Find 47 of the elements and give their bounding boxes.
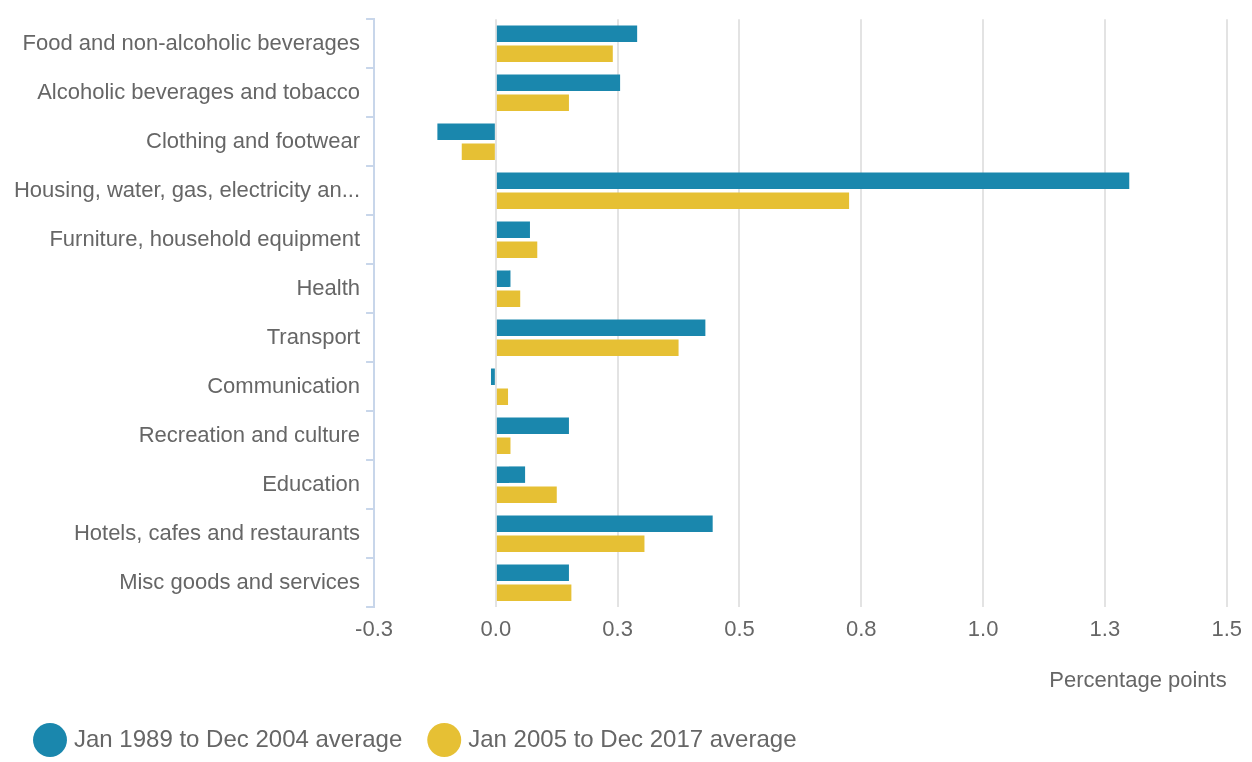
bar bbox=[496, 584, 572, 601]
bar bbox=[496, 45, 613, 62]
bar bbox=[437, 123, 495, 140]
x-tick-label: 0.3 bbox=[602, 616, 633, 642]
bar bbox=[496, 466, 526, 483]
bar bbox=[496, 25, 638, 42]
x-tick-label: 0.8 bbox=[845, 616, 877, 642]
bar bbox=[496, 515, 713, 532]
bar bbox=[496, 94, 569, 111]
y-tick-label: Alcoholic beverages and tobacco bbox=[37, 78, 361, 104]
legend-label: Jan 1989 to Dec 2004 average bbox=[74, 724, 403, 752]
y-tick-label: Transport bbox=[266, 323, 361, 349]
y-tick-label: Food and non-alcoholic beverages bbox=[22, 29, 361, 55]
bar bbox=[496, 417, 569, 434]
bar bbox=[461, 143, 495, 160]
y-tick-label: Communication bbox=[207, 372, 361, 398]
bar bbox=[496, 339, 679, 356]
bar bbox=[496, 437, 511, 454]
y-tick-label: Health bbox=[296, 274, 361, 300]
y-tick-label: Hotels, cafes and restaurants bbox=[73, 519, 361, 545]
bar bbox=[496, 486, 557, 503]
bar bbox=[496, 221, 530, 238]
bar bbox=[496, 388, 509, 405]
x-tick-label: 1.0 bbox=[967, 616, 999, 642]
y-tick-label: Clothing and footwear bbox=[146, 127, 361, 153]
y-tick-label: Furniture, household equipment bbox=[49, 225, 361, 251]
y-tick-label: Misc goods and services bbox=[119, 568, 361, 594]
bar bbox=[496, 172, 1130, 189]
y-tick-label: Recreation and culture bbox=[138, 421, 361, 447]
bar bbox=[496, 270, 511, 287]
bar bbox=[496, 535, 645, 552]
bar bbox=[496, 319, 706, 336]
bar bbox=[496, 74, 621, 91]
x-tick-label: 0.0 bbox=[480, 616, 512, 642]
x-tick-label: 0.5 bbox=[724, 616, 755, 642]
bar bbox=[490, 368, 495, 385]
y-tick-label: Education bbox=[262, 470, 361, 496]
x-tick-label: -0.3 bbox=[355, 616, 394, 642]
bar bbox=[496, 192, 850, 209]
bar bbox=[496, 290, 521, 307]
x-tick-label: 1.3 bbox=[1089, 616, 1121, 642]
y-tick-label: Housing, water, gas, electricity an... bbox=[13, 176, 361, 202]
bar bbox=[496, 241, 538, 258]
legend-label: Jan 2005 to Dec 2017 average bbox=[468, 724, 797, 752]
x-axis-title: Percentage points bbox=[1049, 666, 1227, 692]
bar bbox=[496, 564, 569, 581]
x-tick-label: 1.5 bbox=[1211, 616, 1243, 642]
